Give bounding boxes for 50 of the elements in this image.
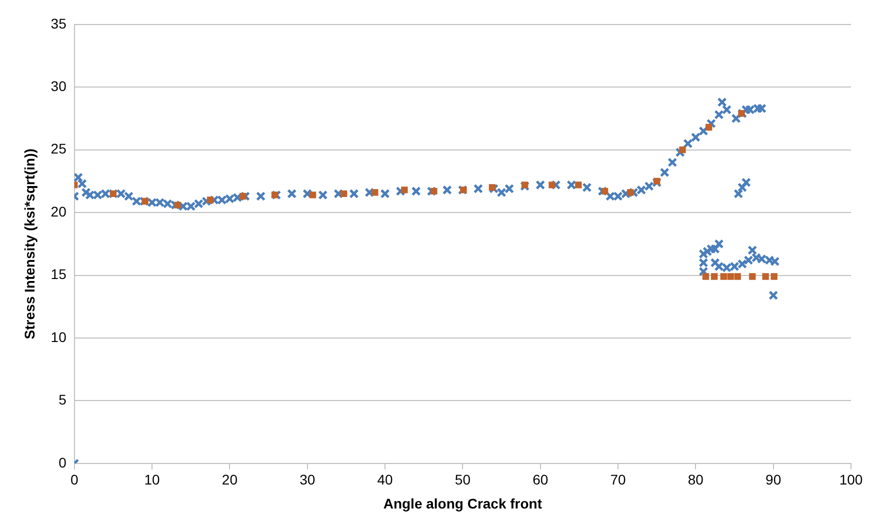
point [309,192,316,198]
point [206,196,214,204]
point [174,202,181,208]
x-tick-label: 90 [766,472,782,488]
point [720,273,727,280]
x-tick-label: 40 [377,472,394,488]
point [727,273,734,280]
y-tick-label: 30 [50,78,67,94]
point [770,273,778,280]
x-tick-label: 80 [688,472,704,488]
point [488,184,496,191]
point [460,186,467,194]
point [575,182,582,188]
x-tick-label: 60 [532,472,548,488]
point [240,192,246,200]
point [627,189,634,196]
y-tick-label: 5 [58,392,67,408]
y-tick-label: 20 [50,203,67,220]
x-tick-label: 30 [300,472,316,488]
y-tick-label: 10 [50,328,67,345]
point [601,188,608,195]
x-tick-label: 100 [839,472,863,488]
y-axis-title: Stress Intensity (ksi*sqrt(in)) [21,148,38,340]
point [340,190,348,198]
point [271,192,278,198]
point [521,182,528,188]
point [548,182,556,188]
point [738,110,745,117]
y-tick-label: 25 [50,140,67,157]
y-tick-label: 0 [58,454,67,470]
point [679,146,686,154]
x-tick-label: 10 [144,472,160,488]
x-tick-label: 20 [222,472,238,488]
x-tick-label: 50 [454,472,471,488]
point [762,273,769,280]
x-tick-label: 70 [610,472,626,488]
y-tick-label: 35 [50,15,67,32]
point [142,198,148,205]
point [734,273,741,280]
point [430,188,438,195]
x-tick-label: 0 [70,472,78,488]
point [372,189,378,196]
point [702,273,710,280]
point [401,186,408,194]
x-axis-title: Angle along Crack front [383,495,542,512]
point [654,178,660,185]
point [706,124,712,131]
y-tick-label: 15 [50,266,67,282]
point [749,273,756,280]
point [710,273,718,280]
